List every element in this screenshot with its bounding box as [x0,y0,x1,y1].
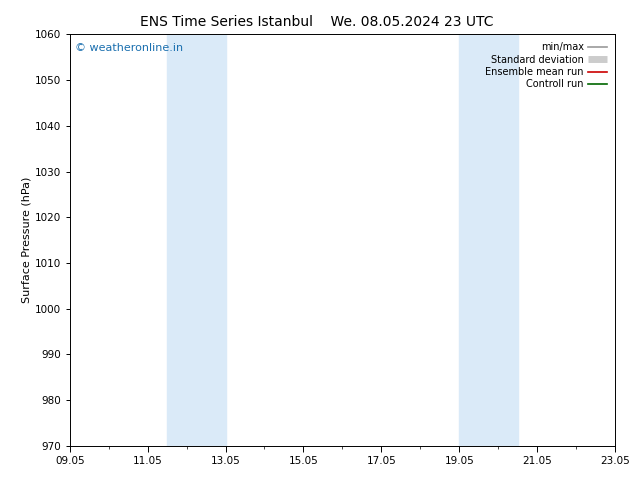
Bar [459,34,517,446]
Text: © weatheronline.in: © weatheronline.in [75,43,183,52]
Text: ENS Time Series Istanbul    We. 08.05.2024 23 UTC: ENS Time Series Istanbul We. 08.05.2024 … [140,15,494,29]
Bar [167,34,226,446]
Legend: min/max, Standard deviation, Ensemble mean run, Controll run: min/max, Standard deviation, Ensemble me… [482,39,610,92]
Y-axis label: Surface Pressure (hPa): Surface Pressure (hPa) [22,177,32,303]
